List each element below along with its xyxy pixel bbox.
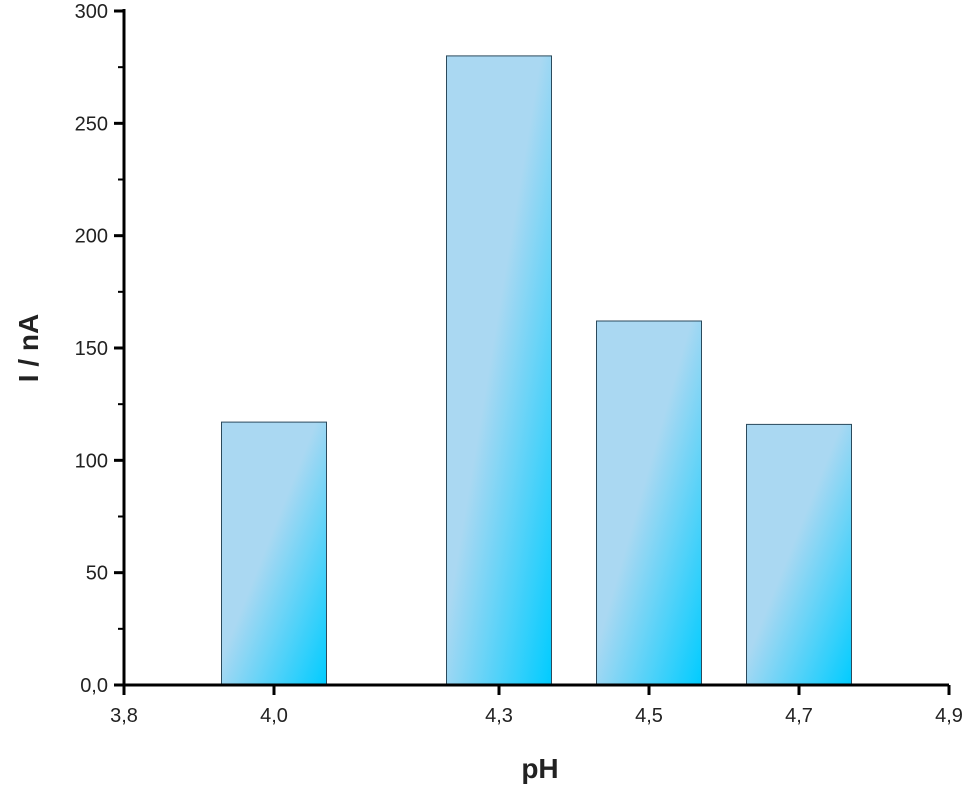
x-tick-label-5: 4,9 <box>935 705 963 727</box>
y-axis-title: I / nA <box>13 314 44 382</box>
x-tick-label-1: 4,0 <box>260 705 288 727</box>
bars-group <box>221 55 852 686</box>
bar-2 <box>596 320 702 686</box>
x-tick-label-2: 4,3 <box>485 705 513 727</box>
x-axis-title: pH <box>521 753 558 784</box>
bar-0 <box>221 421 327 686</box>
y-tick-label-5: 250 <box>75 113 108 135</box>
axes-group <box>114 9 951 695</box>
x-tick-label-0: 3,8 <box>110 705 138 727</box>
y-tick-label-1: 50 <box>86 563 108 585</box>
y-tick-label-4: 200 <box>75 226 108 248</box>
x-tick-label-4: 4,7 <box>785 705 813 727</box>
y-tick-label-6: 300 <box>75 1 108 23</box>
labels-group: 0,0 50 100 150 200 250 300 3,8 4,0 4,3 4,5 4,7 4,9 <box>75 1 963 727</box>
y-tick-label-0: 0,0 <box>80 675 108 697</box>
bar-3 <box>746 423 852 686</box>
y-tick-label-2: 100 <box>75 450 108 472</box>
bar-1 <box>446 55 552 686</box>
x-tick-label-3: 4,5 <box>635 705 663 727</box>
y-tick-label-3: 150 <box>75 338 108 360</box>
